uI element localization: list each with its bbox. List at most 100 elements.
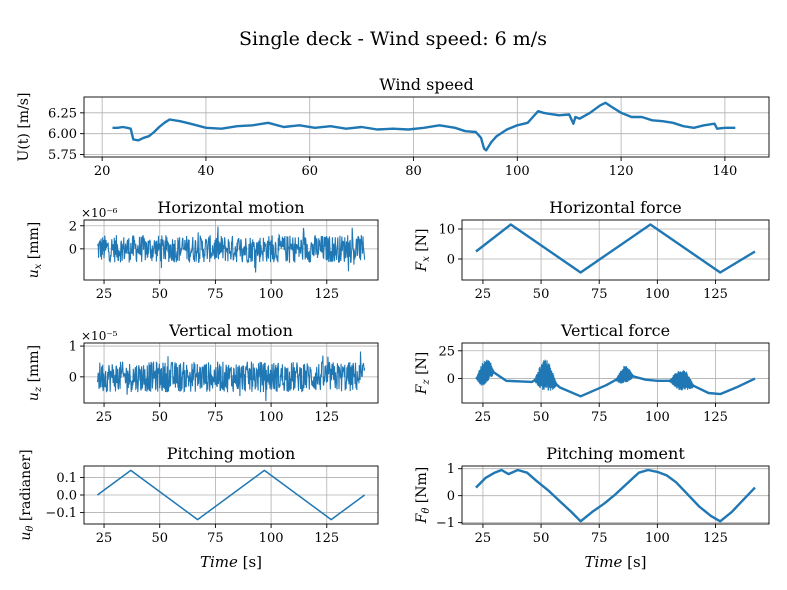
x-tick-label: 75 [591, 531, 608, 546]
x-tick-label: 50 [151, 531, 168, 546]
x-tick-label: 75 [591, 410, 608, 425]
figure-suptitle: Single deck - Wind speed: 6 m/s [239, 28, 547, 50]
y-tick-label: 10 [438, 223, 455, 238]
axes-frame [83, 96, 770, 158]
x-tick-label: 40 [198, 164, 215, 179]
axes-frame [461, 219, 770, 281]
series-line [475, 223, 756, 274]
y-axis-label: Fz [N] [414, 352, 432, 396]
x-tick-label: 100 [645, 287, 670, 302]
x-tick-label: 120 [609, 164, 634, 179]
axes-frame [461, 342, 770, 404]
y-axis-label: ux [mm] [26, 222, 44, 279]
y-tick-label: 0.1 [56, 471, 77, 486]
x-tick-label: 80 [405, 164, 422, 179]
series-burst [668, 370, 695, 391]
y-tick-label: 0.0 [56, 489, 77, 504]
y-tick-label: 5.75 [48, 148, 77, 163]
axes-frame [461, 465, 770, 525]
chart-vforce: 25 50 75 100 125 0 25 Vertical force Fz [N] [414, 321, 770, 425]
plot-area [96, 469, 366, 521]
x-tick-label: 75 [207, 410, 224, 425]
x-tick-label: 50 [533, 287, 550, 302]
series-line [112, 101, 736, 152]
x-tick-label: 25 [96, 531, 113, 546]
plot-area [112, 101, 736, 152]
axes-frame [83, 342, 379, 404]
plot-area [475, 223, 756, 274]
x-tick-label: 100 [645, 531, 670, 546]
series-line [96, 351, 366, 402]
y-tick-label: 6.25 [48, 106, 77, 121]
chart-pmotion: 25 50 75 100 125 −0.1 0.0 0.1 Pitching motion uθ … [18, 444, 379, 571]
x-tick-label: 20 [94, 164, 111, 179]
series-line [96, 469, 366, 521]
x-tick-label: 125 [703, 410, 728, 425]
chart-title: Horizontal force [549, 198, 682, 217]
series-burst [615, 366, 635, 384]
y-tick-label: −1 [436, 516, 455, 531]
series-burst [475, 359, 496, 386]
y-tick-label: 1 [69, 340, 77, 355]
x-tick-label: 125 [703, 287, 728, 302]
x-tick-label: 140 [712, 164, 737, 179]
plot-area [475, 468, 756, 523]
chart-title: Horizontal motion [157, 198, 304, 217]
plot-area [96, 351, 366, 402]
y-tick-label: 0 [447, 253, 455, 268]
x-tick-label: 100 [259, 287, 284, 302]
x-tick-label: 50 [533, 410, 550, 425]
x-tick-label: 125 [314, 287, 339, 302]
axes-frame [83, 219, 379, 281]
chart-vmotion: 25 50 75 100 125 0 1 Vertical motion ×10⁻⁵ uz [mm… [26, 321, 379, 425]
x-tick-label: 50 [151, 410, 168, 425]
y-tick-label: 1 [447, 462, 455, 477]
y-tick-label: 25 [438, 344, 455, 359]
x-tick-label: 100 [505, 164, 530, 179]
chart-title: Wind speed [379, 75, 474, 94]
y-axis-label: U(t) [m/s] [16, 93, 32, 162]
series-burst [533, 359, 558, 391]
y-axis-label: Fθ [Nm] [414, 467, 432, 525]
y-tick-label: 0 [447, 372, 455, 387]
chart-title: Vertical force [560, 321, 670, 340]
plot-area [96, 226, 366, 273]
plot-area [475, 359, 756, 398]
series-line [96, 226, 366, 273]
x-tick-label: 60 [301, 164, 318, 179]
x-tick-label: 50 [533, 531, 550, 546]
chart-hforce: 25 50 75 100 125 0 10 Horizontal force Fx [N] [414, 198, 770, 302]
x-tick-label: 25 [96, 410, 113, 425]
x-tick-label: 100 [259, 410, 284, 425]
y-axis-label: uz [mm] [26, 345, 44, 401]
y-tick-label: −0.1 [45, 506, 77, 521]
chart-title: Vertical motion [168, 321, 293, 340]
series-line [475, 468, 756, 523]
x-tick-label: 50 [151, 287, 168, 302]
y-tick-label: 0 [69, 370, 77, 385]
chart-pmoment: 25 50 75 100 125 −1 0 1 Pitching moment Fθ [Nm] Ti… [414, 444, 770, 571]
axis-offset-label: ×10⁻⁵ [81, 329, 118, 343]
chart-hmotion: 25 50 75 100 125 0 2 Horizontal motion ×10⁻⁶ ux [… [26, 198, 379, 302]
y-axis-label: uθ [radianer] [18, 449, 36, 540]
x-axis-label: Time [s] [584, 553, 646, 571]
chart-wind: 20 40 60 80 100 120 140 5.75 6.00 6.25 Wind speed U… [16, 75, 770, 179]
x-tick-label: 75 [207, 531, 224, 546]
x-tick-label: 125 [314, 410, 339, 425]
x-tick-label: 125 [314, 531, 339, 546]
y-tick-label: 0 [69, 242, 77, 257]
x-tick-label: 25 [475, 531, 492, 546]
axis-offset-label: ×10⁻⁶ [81, 206, 118, 220]
y-axis-label: Fx [N] [414, 229, 432, 273]
y-tick-label: 6.00 [48, 127, 77, 142]
x-tick-label: 100 [645, 410, 670, 425]
x-tick-label: 75 [591, 287, 608, 302]
y-tick-label: 2 [69, 219, 77, 234]
y-tick-label: 0 [447, 489, 455, 504]
x-tick-label: 25 [475, 287, 492, 302]
x-tick-label: 25 [96, 287, 113, 302]
x-tick-label: 75 [207, 287, 224, 302]
series-line [475, 368, 756, 398]
chart-title: Pitching motion [167, 444, 296, 463]
